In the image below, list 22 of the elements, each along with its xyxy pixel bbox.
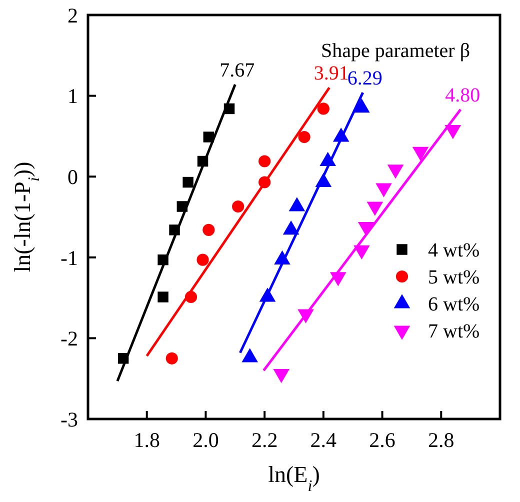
x-axis-title: ln(E$_{i}$) [268, 462, 320, 494]
y-tick-label: -3 [60, 407, 78, 432]
y-tick-label: -1 [60, 246, 78, 270]
annotation: 4.80 [445, 84, 480, 107]
x-tick-label: 2.0 [192, 428, 219, 452]
x-tick-label: 2.2 [251, 428, 278, 452]
annotation: 7.67 [220, 59, 255, 82]
annotation: 6.29 [347, 68, 382, 90]
x-tick-label: 2.4 [310, 428, 338, 452]
annotation: Shape parameter β [321, 40, 470, 62]
y-tick-label: 2 [68, 3, 78, 28]
legend-label: 5 wt% [428, 266, 480, 288]
legend-label: 6 wt% [428, 294, 480, 316]
y-tick-label: -2 [60, 326, 78, 351]
legend-label: 7 wt% [428, 320, 480, 342]
legend-label: 4 wt% [428, 240, 480, 262]
x-tick-label: 2.8 [428, 428, 454, 452]
annotation: 3.91 [314, 62, 349, 85]
y-tick-label: 1 [68, 84, 78, 108]
y-tick-label: 0 [68, 164, 78, 189]
x-tick-label: 2.6 [369, 428, 396, 452]
x-tick-label: 1.8 [134, 428, 160, 452]
